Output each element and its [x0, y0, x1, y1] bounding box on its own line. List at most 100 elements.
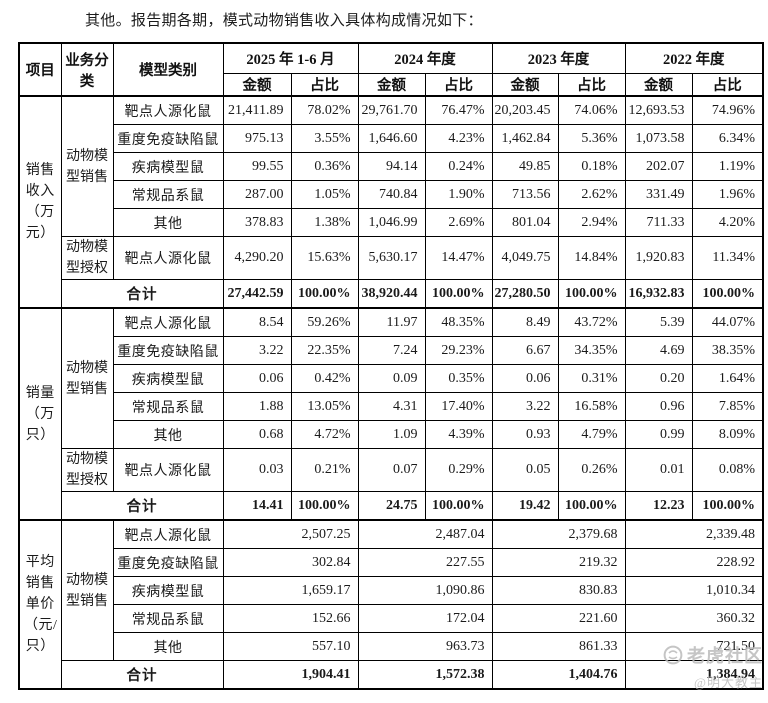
ratio-cell: 0.42% — [290, 364, 359, 393]
table-row: 动物模型授权 靶点人源化鼠 0.03 0.21% 0.07 0.29% 0.05… — [19, 448, 764, 492]
header-amount: 金额 — [491, 73, 559, 97]
ratio-cell: 5.36% — [557, 124, 626, 153]
ratio-cell: 76.47% — [424, 95, 493, 125]
header-amount: 金额 — [222, 73, 292, 97]
amount-cell: 711.33 — [624, 208, 693, 237]
amount-cell: 0.96 — [624, 392, 693, 421]
amount-cell: 8.49 — [491, 307, 559, 337]
model-type-cell: 其他 — [112, 420, 224, 449]
amount-cell: 21,411.89 — [222, 95, 292, 125]
header-period-2023: 2023 年度 — [491, 42, 626, 74]
ratio-cell: 1.38% — [290, 208, 359, 237]
amount-cell: 2,339.48 — [624, 519, 764, 549]
ratio-cell: 78.02% — [290, 95, 359, 125]
item-category-cell: 销售收入（万元） — [18, 95, 62, 309]
header-amount: 金额 — [357, 73, 426, 97]
amount-cell: 1,046.99 — [357, 208, 426, 237]
amount-cell: 0.93 — [491, 420, 559, 449]
amount-cell: 0.06 — [491, 364, 559, 393]
ratio-cell: 100.00% — [557, 279, 626, 309]
section-avg-price: 平均销售单价（元/只） 动物模型销售 靶点人源化鼠 2,507.25 2,487… — [18, 519, 764, 690]
model-type-cell: 靶点人源化鼠 — [112, 519, 224, 549]
ratio-cell: 15.63% — [290, 236, 359, 280]
ratio-cell: 1.19% — [691, 152, 764, 181]
table-row: 销售收入（万元） 动物模型销售 靶点人源化鼠 21,411.89 78.02% … — [18, 95, 764, 309]
amount-cell: 975.13 — [222, 124, 292, 153]
intro-text: 其他。报告期各期，模式动物销售收入具体构成情况如下： — [85, 13, 483, 29]
ratio-cell: 17.40% — [424, 392, 493, 421]
ratio-cell: 100.00% — [557, 491, 626, 521]
amount-cell: 1,659.17 — [222, 576, 359, 605]
ratio-cell: 4.20% — [691, 208, 764, 237]
amount-cell: 1.09 — [357, 420, 426, 449]
amount-cell: 1,384.94 — [624, 660, 764, 690]
total-row: 合计 27,442.59 100.00% 38,920.44 100.00% 2… — [19, 279, 764, 309]
table-row: 其他 378.83 1.38% 1,046.99 2.69% 801.04 2.… — [19, 208, 764, 237]
table-row: 销量（万只） 动物模型销售 靶点人源化鼠 8.54 59.26% 11.97 4… — [18, 307, 764, 521]
model-type-cell: 常规品系鼠 — [112, 604, 224, 633]
total-label-cell: 合计 — [60, 279, 224, 309]
amount-cell: 721.50 — [624, 632, 764, 661]
amount-cell: 360.32 — [624, 604, 764, 633]
amount-cell: 5.39 — [624, 307, 693, 337]
amount-cell: 557.10 — [222, 632, 359, 661]
ratio-cell: 44.07% — [691, 307, 764, 337]
ratio-cell: 7.85% — [691, 392, 764, 421]
ratio-cell: 0.31% — [557, 364, 626, 393]
item-category-cell: 平均销售单价（元/只） — [18, 519, 62, 690]
amount-cell: 27,280.50 — [491, 279, 559, 309]
ratio-cell: 100.00% — [290, 491, 359, 521]
table-row: 重度免疫缺陷鼠 302.84 227.55 219.32 228.92 — [19, 548, 764, 577]
amount-cell: 152.66 — [222, 604, 359, 633]
amount-cell: 801.04 — [491, 208, 559, 237]
model-type-cell: 疾病模型鼠 — [112, 152, 224, 181]
amount-cell: 1,090.86 — [357, 576, 493, 605]
ratio-cell: 1.05% — [290, 180, 359, 209]
ratio-cell: 13.05% — [290, 392, 359, 421]
amount-cell: 4.69 — [624, 336, 693, 365]
amount-cell: 0.03 — [222, 448, 292, 492]
ratio-cell: 2.62% — [557, 180, 626, 209]
table-row: 疾病模型鼠 0.06 0.42% 0.09 0.35% 0.06 0.31% 0… — [19, 364, 764, 393]
amount-cell: 1,920.83 — [624, 236, 693, 280]
ratio-cell: 22.35% — [290, 336, 359, 365]
table-row: 重度免疫缺陷鼠 975.13 3.55% 1,646.60 4.23% 1,46… — [19, 124, 764, 153]
header-period-2022: 2022 年度 — [624, 42, 764, 74]
model-type-cell: 重度免疫缺陷鼠 — [112, 124, 224, 153]
amount-cell: 1,404.76 — [491, 660, 626, 690]
header-ratio: 占比 — [557, 73, 626, 97]
amount-cell: 3.22 — [222, 336, 292, 365]
header-period-2024: 2024 年度 — [357, 42, 493, 74]
amount-cell: 830.83 — [491, 576, 626, 605]
amount-cell: 99.55 — [222, 152, 292, 181]
model-type-cell: 常规品系鼠 — [112, 392, 224, 421]
amount-cell: 0.06 — [222, 364, 292, 393]
model-type-cell: 靶点人源化鼠 — [112, 236, 224, 280]
amount-cell: 227.55 — [357, 548, 493, 577]
ratio-cell: 59.26% — [290, 307, 359, 337]
ratio-cell: 14.47% — [424, 236, 493, 280]
amount-cell: 16,932.83 — [624, 279, 693, 309]
header-model-type: 模型类别 — [112, 42, 224, 97]
total-row: 合计 1,904.41 1,572.38 1,404.76 1,384.94 — [19, 660, 764, 690]
ratio-cell: 4.79% — [557, 420, 626, 449]
amount-cell: 4,049.75 — [491, 236, 559, 280]
amount-cell: 228.92 — [624, 548, 764, 577]
table-row: 其他 0.68 4.72% 1.09 4.39% 0.93 4.79% 0.99… — [19, 420, 764, 449]
amount-cell: 4.31 — [357, 392, 426, 421]
amount-cell: 3.22 — [491, 392, 559, 421]
amount-cell: 0.07 — [357, 448, 426, 492]
ratio-cell: 1.64% — [691, 364, 764, 393]
sales-breakdown-table: 项目 业务分类 模型类别 2025 年 1-6 月 2024 年度 2023 年… — [18, 42, 764, 690]
header-ratio: 占比 — [290, 73, 359, 97]
amount-cell: 4,290.20 — [222, 236, 292, 280]
table-header: 项目 业务分类 模型类别 2025 年 1-6 月 2024 年度 2023 年… — [18, 42, 764, 97]
header-business-category: 业务分类 — [60, 42, 114, 97]
business-category-cell: 动物模型授权 — [60, 236, 114, 280]
header-ratio: 占比 — [691, 73, 764, 97]
ratio-cell: 1.90% — [424, 180, 493, 209]
ratio-cell: 0.24% — [424, 152, 493, 181]
ratio-cell: 29.23% — [424, 336, 493, 365]
amount-cell: 14.41 — [222, 491, 292, 521]
amount-cell: 24.75 — [357, 491, 426, 521]
